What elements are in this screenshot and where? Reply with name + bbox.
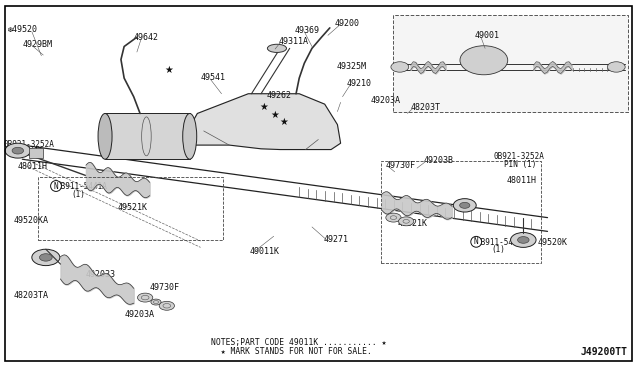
Text: ★: ★ (271, 110, 280, 119)
Text: 49642: 49642 (134, 33, 159, 42)
Circle shape (460, 202, 470, 208)
Text: 492033: 492033 (86, 270, 116, 279)
Text: 49730F: 49730F (385, 161, 415, 170)
Text: 49271: 49271 (323, 235, 348, 244)
Circle shape (12, 147, 24, 154)
Text: 49520KA: 49520KA (14, 216, 49, 225)
Text: 4929BM: 4929BM (22, 40, 52, 49)
Text: 49521K: 49521K (398, 219, 428, 228)
Text: 0B921-3252A: 0B921-3252A (3, 140, 54, 149)
Text: 49311A: 49311A (279, 37, 309, 46)
Text: 49011K: 49011K (250, 247, 280, 256)
Circle shape (453, 199, 476, 212)
Ellipse shape (98, 113, 112, 159)
Text: 49203A: 49203A (124, 310, 154, 319)
Text: 49369: 49369 (294, 26, 319, 35)
Text: 49262: 49262 (266, 92, 291, 100)
Bar (38, 177, 223, 240)
Circle shape (607, 62, 625, 72)
Text: 49210: 49210 (347, 79, 372, 88)
Text: 48011H: 48011H (506, 176, 536, 185)
Ellipse shape (460, 46, 508, 75)
Circle shape (138, 293, 153, 302)
Text: N: N (54, 182, 58, 190)
Text: ❆49520: ❆49520 (8, 25, 38, 34)
Circle shape (151, 299, 161, 305)
Bar (381, 161, 541, 263)
Text: PIN (1): PIN (1) (12, 147, 44, 156)
Circle shape (518, 237, 529, 243)
Bar (394, 15, 628, 112)
Ellipse shape (182, 113, 196, 159)
Text: 49520K: 49520K (538, 238, 568, 247)
Circle shape (159, 301, 175, 310)
Text: (1): (1) (71, 190, 85, 199)
Text: 0B911-5441A: 0B911-5441A (476, 238, 527, 247)
Text: ★: ★ (260, 102, 269, 112)
Text: 49541: 49541 (200, 73, 225, 82)
Text: 49203B: 49203B (424, 156, 453, 165)
Text: ★ MARK STANDS FOR NOT FOR SALE.: ★ MARK STANDS FOR NOT FOR SALE. (211, 347, 372, 356)
Circle shape (399, 217, 414, 226)
Circle shape (511, 232, 536, 247)
Polygon shape (188, 94, 340, 150)
Text: 49001: 49001 (474, 31, 499, 40)
Text: 49730F: 49730F (150, 283, 180, 292)
Text: 0B921-3252A: 0B921-3252A (493, 153, 544, 161)
Text: 49200: 49200 (334, 19, 359, 28)
Ellipse shape (268, 44, 287, 52)
Text: 48203TA: 48203TA (14, 291, 49, 300)
Text: 48011H: 48011H (18, 162, 48, 171)
Text: 49521K: 49521K (118, 203, 148, 212)
Text: NOTES;PART CODE 49011K ........... ★: NOTES;PART CODE 49011K ........... ★ (211, 338, 387, 347)
Text: PIN (1): PIN (1) (504, 160, 536, 169)
Bar (105, 113, 189, 159)
Text: 0B911-5441A: 0B911-5441A (56, 182, 107, 191)
Bar (29, 148, 43, 158)
Circle shape (40, 254, 52, 261)
Text: N: N (474, 237, 479, 246)
Text: J49200TT: J49200TT (580, 347, 628, 356)
Text: 49203A: 49203A (371, 96, 401, 105)
Text: (1): (1) (492, 246, 506, 254)
Circle shape (391, 62, 409, 72)
Text: 49325M: 49325M (336, 62, 366, 71)
Text: ★: ★ (164, 65, 173, 75)
Text: 48203T: 48203T (411, 103, 440, 112)
Circle shape (5, 143, 31, 158)
Circle shape (32, 249, 60, 266)
Circle shape (386, 213, 401, 222)
Text: ★: ★ (279, 117, 288, 127)
